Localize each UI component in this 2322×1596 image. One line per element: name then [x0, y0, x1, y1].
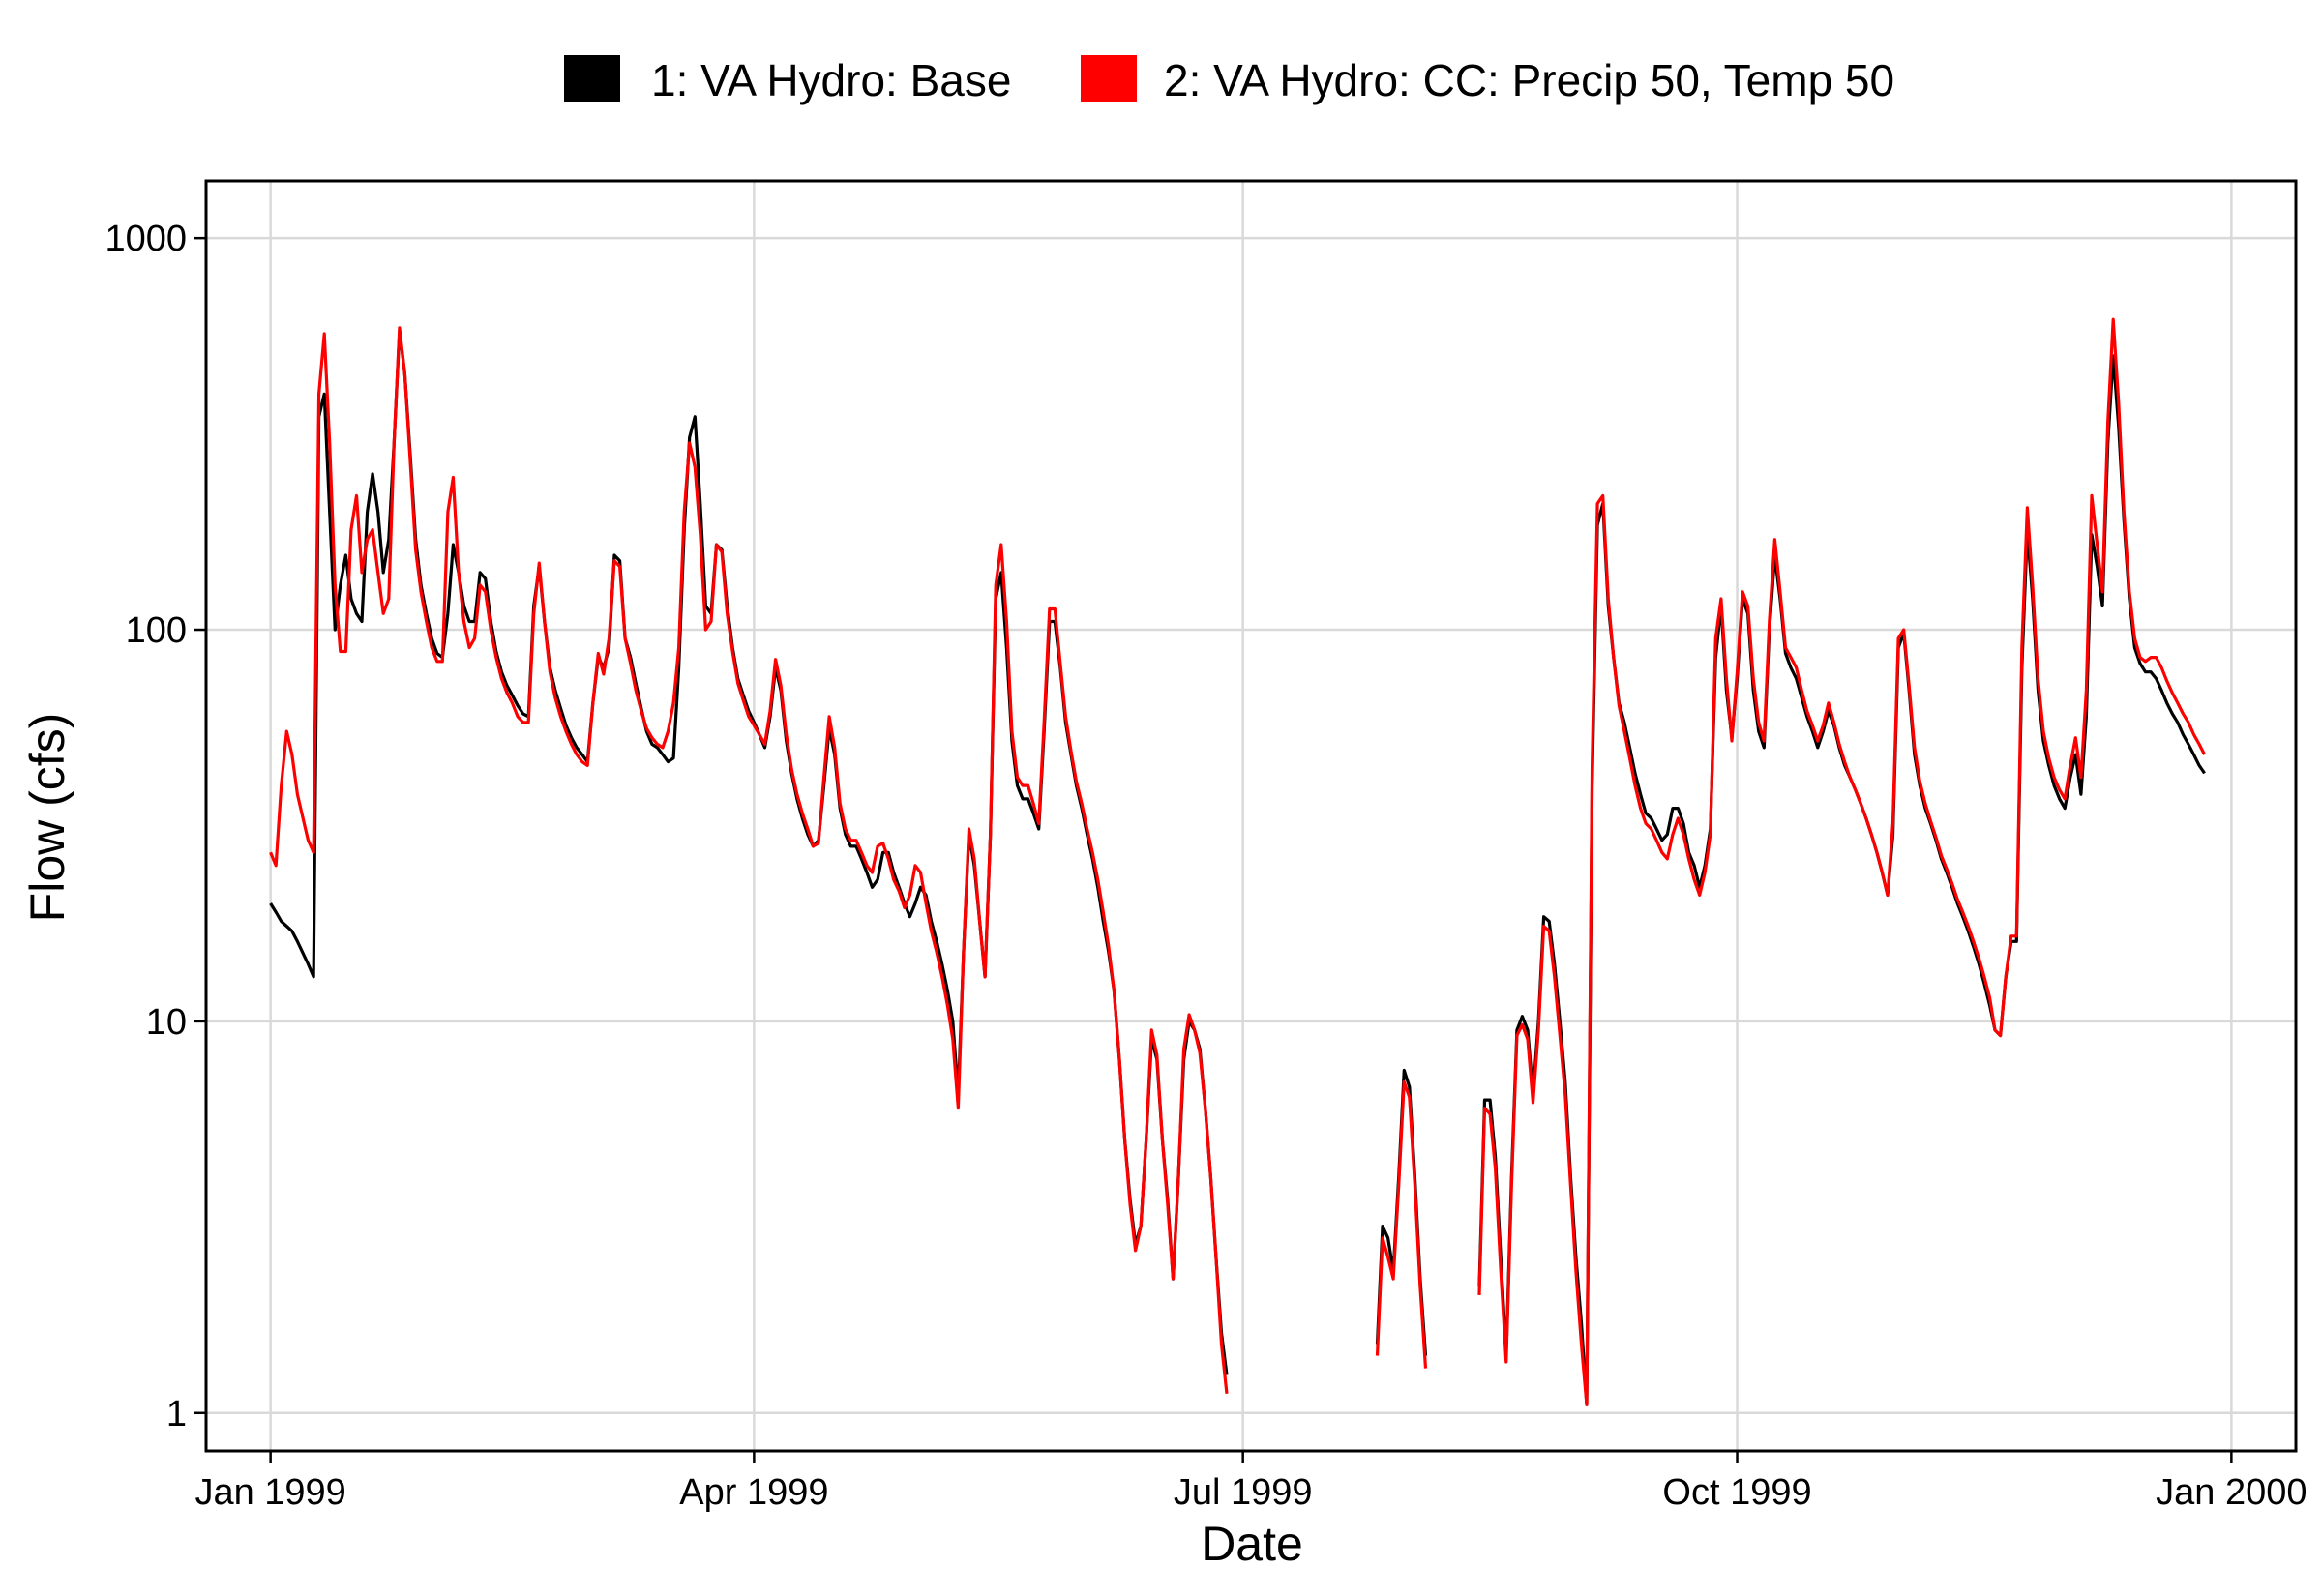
x-tick-label: Jan 2000 — [2156, 1472, 2307, 1513]
legend-swatch-base — [564, 55, 620, 102]
legend: 1: VA Hydro: Base 2: VA Hydro: CC: Preci… — [564, 55, 1894, 105]
y-tick-label: 1 — [166, 1394, 187, 1434]
x-axis-title: Date — [1201, 1517, 1303, 1571]
axis-ticks — [194, 236, 2233, 1463]
legend-label-base: 1: VA Hydro: Base — [651, 55, 1011, 105]
tick-labels: Jan 1999 Apr 1999 Jul 1999 Oct 1999 Jan 2000… — [104, 219, 2307, 1513]
y-tick-label: 100 — [126, 610, 187, 651]
gridlines — [206, 181, 2296, 1451]
x-tick-label: Jul 1999 — [1174, 1472, 1313, 1513]
y-tick-label: 10 — [146, 1002, 187, 1043]
y-tick-label: 1000 — [104, 219, 187, 259]
legend-swatch-cc — [1081, 55, 1137, 102]
series-line-2 — [269, 326, 1229, 1394]
series-layer — [269, 317, 2207, 1406]
x-tick-label: Jan 1999 — [194, 1472, 345, 1513]
y-axis-title: Flow (cfs) — [20, 713, 74, 923]
x-tick-label: Oct 1999 — [1662, 1472, 1811, 1513]
legend-label-cc: 2: VA Hydro: CC: Precip 50, Temp 50 — [1164, 55, 1894, 105]
plot-panel-border — [204, 179, 2298, 1453]
series-line-2 — [1477, 317, 2207, 1406]
x-tick-label: Apr 1999 — [679, 1472, 828, 1513]
series-line-2 — [1375, 1080, 1428, 1369]
